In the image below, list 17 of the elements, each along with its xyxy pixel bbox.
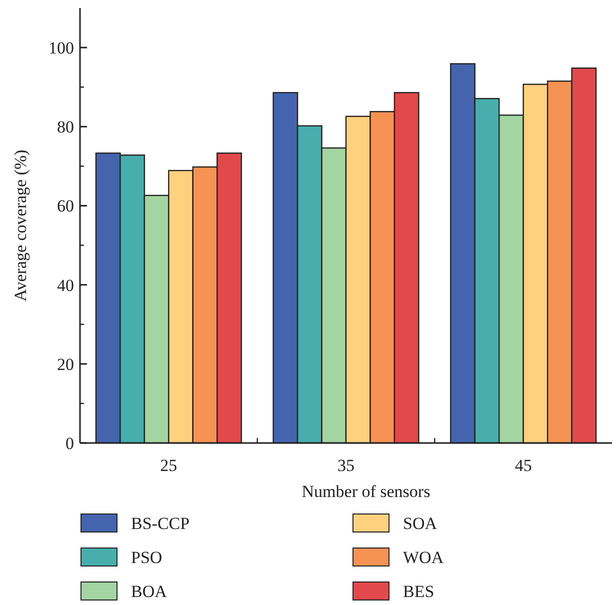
legend-label: BOA <box>131 582 168 601</box>
y-tick-label: 100 <box>48 38 74 58</box>
y-tick-label: 0 <box>66 434 74 453</box>
x-tick-label: 45 <box>514 456 532 475</box>
x-tick-label: 25 <box>160 456 178 475</box>
y-axis-title: Average coverage (%) <box>11 150 30 302</box>
y-tick-label: 60 <box>57 196 74 216</box>
y-tick-label: 40 <box>57 276 74 295</box>
x-tick-label: 35 <box>338 456 354 475</box>
x-axis-title: Number of sensors <box>302 482 430 501</box>
y-tick-label: 80 <box>57 118 74 137</box>
legend-label: BS-CCP <box>131 514 190 533</box>
legend-label: SOA <box>403 514 438 533</box>
legend-label: PSO <box>131 548 162 567</box>
y-tick-label: 20 <box>57 354 74 374</box>
legend-label: WOA <box>403 548 444 567</box>
legend-label: BES <box>403 582 434 601</box>
